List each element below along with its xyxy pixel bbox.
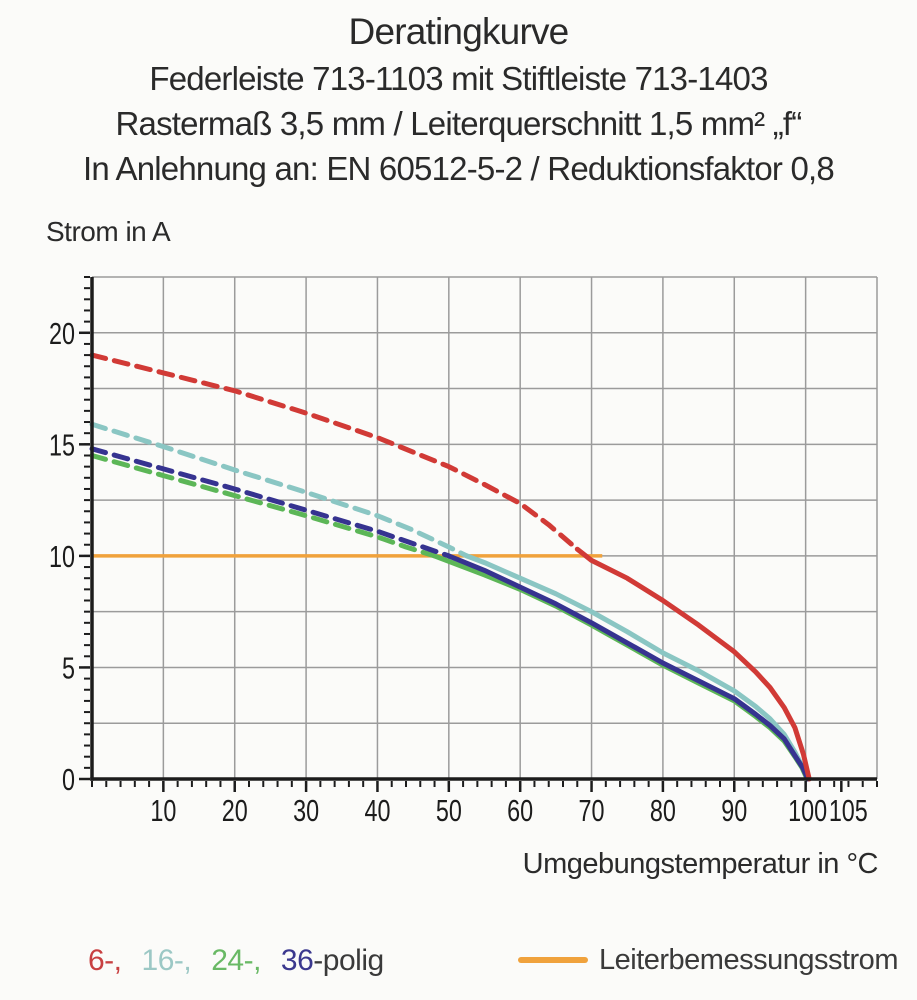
axis-ticks	[79, 276, 878, 792]
reference-line-swatch	[518, 957, 588, 963]
legend-reference: Leiterbemessungsstrom	[518, 938, 898, 982]
tick-label-90: 90	[721, 793, 747, 828]
tick-label-20: 20	[49, 316, 75, 351]
title-block: Deratingkurve Federleiste 713-1103 mit S…	[0, 8, 917, 191]
tick-label-10: 10	[49, 539, 75, 574]
curve-16-polig	[89, 421, 811, 782]
tick-labels: 10 20 30 40 50 60 70 80 90 100 105 0 5 10 15 20	[49, 316, 868, 828]
legend-item-36-number: 36	[280, 944, 314, 977]
tick-label-105: 105	[829, 793, 868, 828]
legend-item-24polig: 24-,	[211, 944, 261, 977]
tick-label-5: 5	[62, 650, 75, 685]
tick-label-30: 30	[293, 793, 319, 828]
reference-line-label: Leiterbemessungsstrom	[599, 943, 898, 976]
chart-subtitle-1: Federleiste 713-1103 mit Stiftleiste 713…	[149, 60, 768, 97]
tick-label-100: 100	[788, 793, 827, 828]
curve-6-polig	[89, 352, 812, 782]
curve-36-polig	[89, 446, 811, 782]
tick-label-60: 60	[507, 793, 533, 828]
y-axis-title: Strom in A	[46, 216, 171, 247]
grid-lines	[92, 276, 878, 779]
tick-label-15: 15	[49, 427, 75, 462]
axes	[90, 277, 877, 781]
tick-label-10: 10	[150, 793, 176, 828]
x-axis-title: Umgebungstemperatur in °C	[522, 848, 879, 880]
chart-subtitle-2: Rastermaß 3,5 mm / Leiterquerschnitt 1,5…	[115, 105, 803, 142]
tick-label-40: 40	[364, 793, 390, 828]
legend-item-16polig: 16-,	[141, 944, 192, 977]
chart-subtitle-3: In Anlehnung an: EN 60512-5-2 / Reduktio…	[83, 150, 835, 187]
legend-polig-suffix: -polig	[313, 944, 384, 977]
legend-item-36polig: 36-polig	[281, 944, 384, 978]
legend-poles: 6-, 16-, 24-, 36-polig	[88, 944, 384, 978]
chart-title: Deratingkurve	[348, 11, 570, 52]
tick-label-80: 80	[650, 793, 676, 828]
tick-label-20: 20	[222, 793, 248, 828]
tick-label-0: 0	[62, 762, 75, 797]
tick-label-70: 70	[579, 793, 605, 828]
legend-item-6polig: 6-,	[88, 944, 122, 977]
tick-label-50: 50	[436, 793, 462, 828]
